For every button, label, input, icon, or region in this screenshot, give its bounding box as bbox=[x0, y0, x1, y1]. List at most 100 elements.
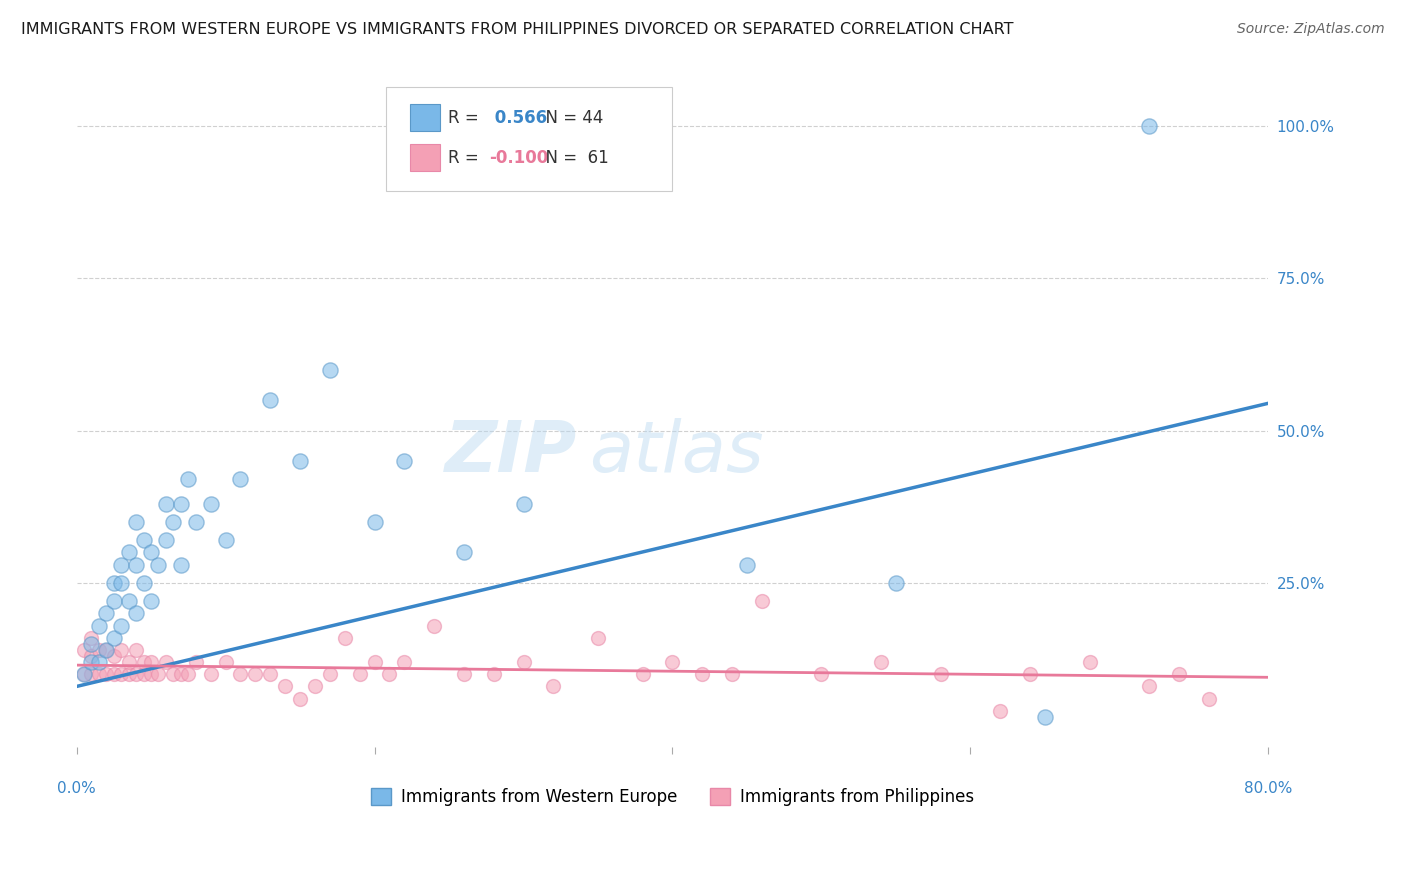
Point bbox=[214, 533, 236, 548]
Point bbox=[333, 631, 356, 645]
Point bbox=[1033, 710, 1056, 724]
Point bbox=[214, 655, 236, 669]
Point bbox=[1198, 691, 1220, 706]
Point bbox=[80, 655, 103, 669]
Point bbox=[1168, 667, 1191, 681]
Point bbox=[363, 655, 385, 669]
Point bbox=[200, 497, 222, 511]
Point bbox=[103, 594, 125, 608]
Point bbox=[118, 594, 141, 608]
Point bbox=[1019, 667, 1042, 681]
Point bbox=[110, 667, 132, 681]
Point bbox=[319, 363, 342, 377]
Point bbox=[132, 575, 155, 590]
Point bbox=[162, 667, 184, 681]
Point bbox=[177, 472, 200, 486]
Text: 0.566: 0.566 bbox=[489, 109, 547, 127]
Point bbox=[184, 655, 207, 669]
Point bbox=[988, 704, 1011, 718]
Point bbox=[394, 454, 416, 468]
Point bbox=[118, 655, 141, 669]
FancyBboxPatch shape bbox=[387, 87, 672, 191]
Point bbox=[751, 594, 773, 608]
Point bbox=[259, 393, 281, 408]
Text: R =: R = bbox=[449, 109, 485, 127]
Point bbox=[884, 575, 907, 590]
Point bbox=[177, 667, 200, 681]
Point bbox=[453, 667, 475, 681]
Point bbox=[363, 515, 385, 529]
Point bbox=[103, 575, 125, 590]
Point bbox=[148, 667, 170, 681]
Text: -0.100: -0.100 bbox=[489, 149, 548, 167]
Text: 80.0%: 80.0% bbox=[1244, 780, 1292, 796]
Point bbox=[155, 533, 177, 548]
Point bbox=[229, 472, 252, 486]
Point bbox=[200, 667, 222, 681]
Point bbox=[139, 667, 162, 681]
Point bbox=[87, 643, 110, 657]
Point bbox=[170, 558, 193, 572]
Point bbox=[170, 497, 193, 511]
Point bbox=[80, 637, 103, 651]
Point bbox=[1078, 655, 1101, 669]
Point bbox=[96, 667, 118, 681]
Text: 0.0%: 0.0% bbox=[58, 780, 96, 796]
Point bbox=[394, 655, 416, 669]
Legend: Immigrants from Western Europe, Immigrants from Philippines: Immigrants from Western Europe, Immigran… bbox=[364, 781, 981, 813]
FancyBboxPatch shape bbox=[411, 104, 440, 131]
Point bbox=[80, 631, 103, 645]
Text: N = 44: N = 44 bbox=[536, 109, 603, 127]
Point bbox=[103, 631, 125, 645]
Point bbox=[110, 558, 132, 572]
Point bbox=[423, 618, 446, 632]
Point bbox=[110, 643, 132, 657]
Point bbox=[87, 655, 110, 669]
Point bbox=[132, 655, 155, 669]
Point bbox=[512, 497, 534, 511]
Point bbox=[155, 655, 177, 669]
Point bbox=[132, 533, 155, 548]
Point bbox=[453, 545, 475, 559]
Point bbox=[482, 667, 505, 681]
Point bbox=[184, 515, 207, 529]
Point bbox=[96, 643, 118, 657]
Point bbox=[96, 643, 118, 657]
Point bbox=[288, 691, 311, 706]
Point bbox=[349, 667, 371, 681]
Point bbox=[80, 648, 103, 663]
Point bbox=[139, 655, 162, 669]
Point bbox=[378, 667, 401, 681]
Point bbox=[73, 667, 96, 681]
Point bbox=[73, 643, 96, 657]
Point bbox=[319, 667, 342, 681]
Point bbox=[1137, 680, 1160, 694]
Text: atlas: atlas bbox=[589, 418, 763, 487]
Point bbox=[132, 667, 155, 681]
Text: N =  61: N = 61 bbox=[536, 149, 609, 167]
FancyBboxPatch shape bbox=[411, 145, 440, 171]
Point bbox=[304, 680, 326, 694]
Text: Source: ZipAtlas.com: Source: ZipAtlas.com bbox=[1237, 22, 1385, 37]
Text: ZIP: ZIP bbox=[444, 418, 576, 487]
Point bbox=[155, 497, 177, 511]
Point bbox=[661, 655, 683, 669]
Point bbox=[139, 545, 162, 559]
Point bbox=[631, 667, 654, 681]
Point bbox=[125, 667, 148, 681]
Point bbox=[125, 558, 148, 572]
Point bbox=[73, 667, 96, 681]
Point bbox=[721, 667, 744, 681]
Point bbox=[259, 667, 281, 681]
Point bbox=[810, 667, 832, 681]
Point bbox=[229, 667, 252, 681]
Point bbox=[929, 667, 952, 681]
Point bbox=[162, 515, 184, 529]
Point bbox=[170, 667, 193, 681]
Point bbox=[96, 607, 118, 621]
Point bbox=[103, 648, 125, 663]
Point bbox=[87, 667, 110, 681]
Point bbox=[148, 558, 170, 572]
Point bbox=[80, 667, 103, 681]
Point bbox=[274, 680, 297, 694]
